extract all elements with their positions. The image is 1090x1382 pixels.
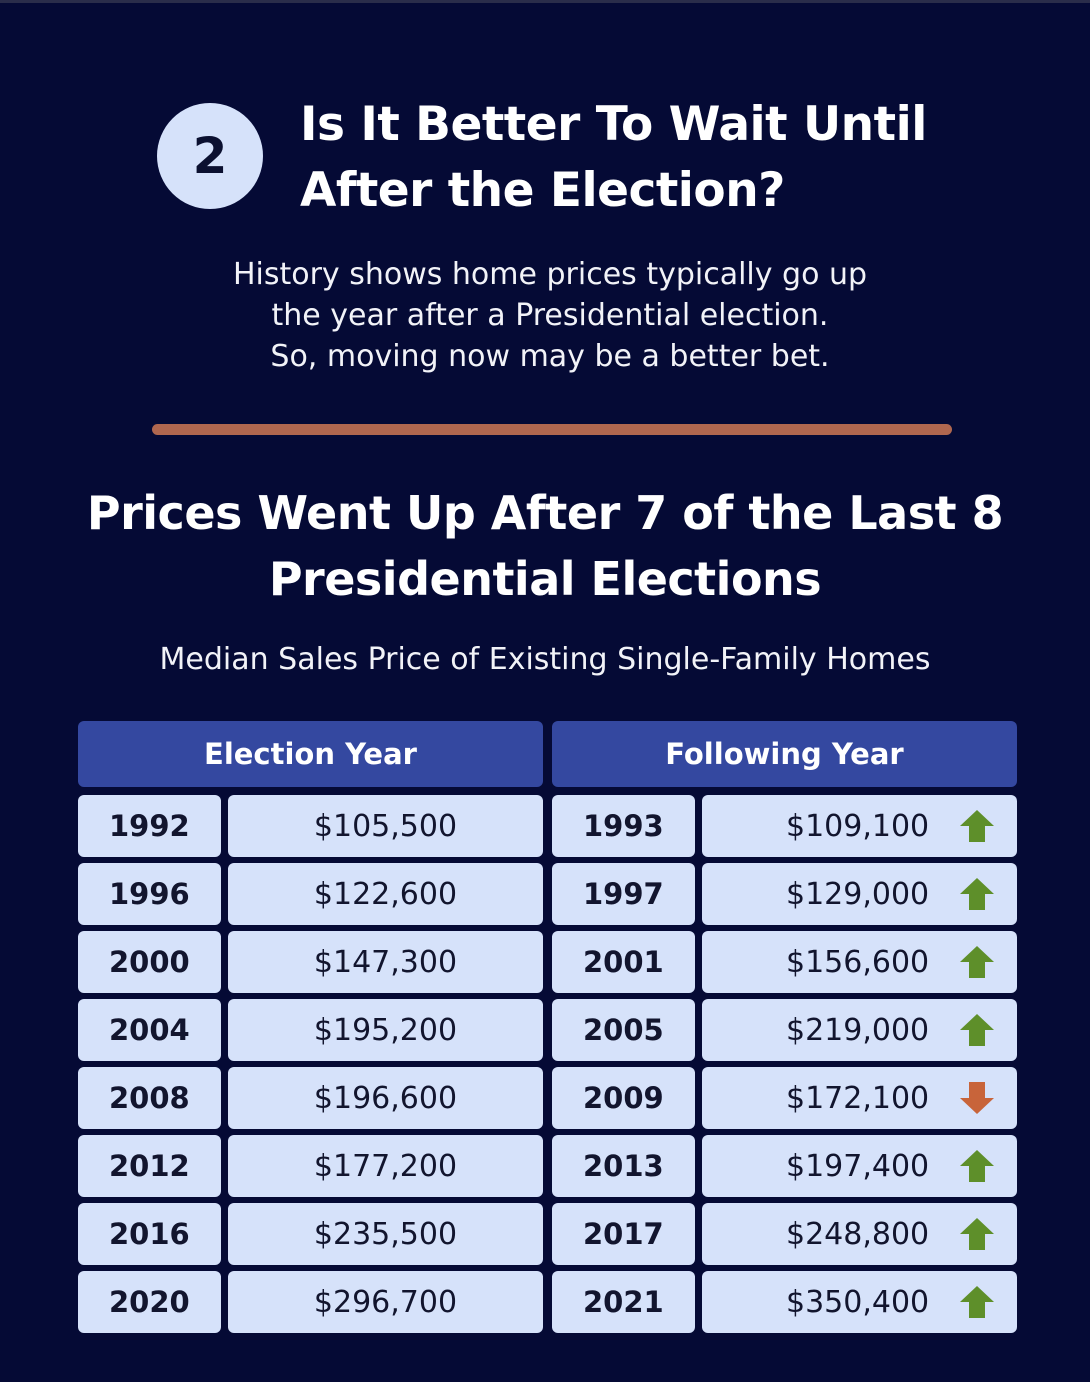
chart-title-line: Presidential Elections [268,552,822,606]
following-price-cell: $350,400 [702,1271,1017,1333]
following-price-value: $219,000 [786,1012,930,1048]
arrow-up-icon [959,809,995,843]
election-price-cell: $195,200 [228,999,543,1061]
arrow-up-icon [959,877,995,911]
following-price-value: $197,400 [786,1148,930,1184]
following-year-cell: 2005 [552,999,695,1061]
section-title-line: After the Election? [300,163,785,218]
top-edge [0,0,1090,3]
following-price-value: $129,000 [786,876,930,912]
following-year-cell: 1993 [552,795,695,857]
intro-line: History shows home prices typically go u… [232,257,868,292]
section-number: 2 [192,127,228,185]
following-price-value: $156,600 [786,944,930,980]
election-price-cell: $122,600 [228,863,543,925]
election-year-cell: 2008 [78,1067,221,1129]
following-price-value: $109,100 [786,808,930,844]
election-year-cell: 2000 [78,931,221,993]
following-price-value: $350,400 [786,1284,930,1320]
intro-line: So, moving now may be a better bet. [270,339,830,374]
column-header-following-year: Following Year [552,721,1017,787]
following-year-cell: 2009 [552,1067,695,1129]
arrow-up-icon [959,1149,995,1183]
following-year-cell: 2001 [552,931,695,993]
election-year-cell: 2004 [78,999,221,1061]
intro-line: the year after a Presidential election. [271,298,829,333]
election-year-cell: 1992 [78,795,221,857]
following-price-value: $172,100 [786,1080,930,1116]
chart-title: Prices Went Up After 7 of the Last 8 Pre… [40,480,1050,612]
election-price-cell: $196,600 [228,1067,543,1129]
arrow-up-icon [959,1285,995,1319]
election-year-cell: 2016 [78,1203,221,1265]
intro-text: History shows home prices typically go u… [100,254,1000,377]
following-price-cell: $109,100 [702,795,1017,857]
chart-title-line: Prices Went Up After 7 of the Last 8 [86,486,1004,540]
following-price-value: $248,800 [786,1216,930,1252]
election-price-cell: $177,200 [228,1135,543,1197]
following-year-cell: 2013 [552,1135,695,1197]
following-price-cell: $172,100 [702,1067,1017,1129]
election-year-cell: 2012 [78,1135,221,1197]
following-year-cell: 2017 [552,1203,695,1265]
section-number-badge: 2 [157,103,263,209]
following-price-cell: $197,400 [702,1135,1017,1197]
following-year-cell: 2021 [552,1271,695,1333]
arrow-up-icon [959,1013,995,1047]
section-title: Is It Better To Wait Until After the Ele… [300,92,1000,224]
following-price-cell: $248,800 [702,1203,1017,1265]
following-price-cell: $219,000 [702,999,1017,1061]
arrow-up-icon [959,1217,995,1251]
election-price-cell: $105,500 [228,795,543,857]
chart-subtitle: Median Sales Price of Existing Single-Fa… [159,642,931,677]
election-price-cell: $296,700 [228,1271,543,1333]
election-year-cell: 1996 [78,863,221,925]
section-title-line: Is It Better To Wait Until [300,97,927,152]
arrow-up-icon [959,945,995,979]
divider [152,424,952,435]
following-price-cell: $129,000 [702,863,1017,925]
election-year-cell: 2020 [78,1271,221,1333]
column-header-election-year: Election Year [78,721,543,787]
arrow-down-icon [959,1081,995,1115]
election-price-cell: $147,300 [228,931,543,993]
following-year-cell: 1997 [552,863,695,925]
election-price-cell: $235,500 [228,1203,543,1265]
following-price-cell: $156,600 [702,931,1017,993]
